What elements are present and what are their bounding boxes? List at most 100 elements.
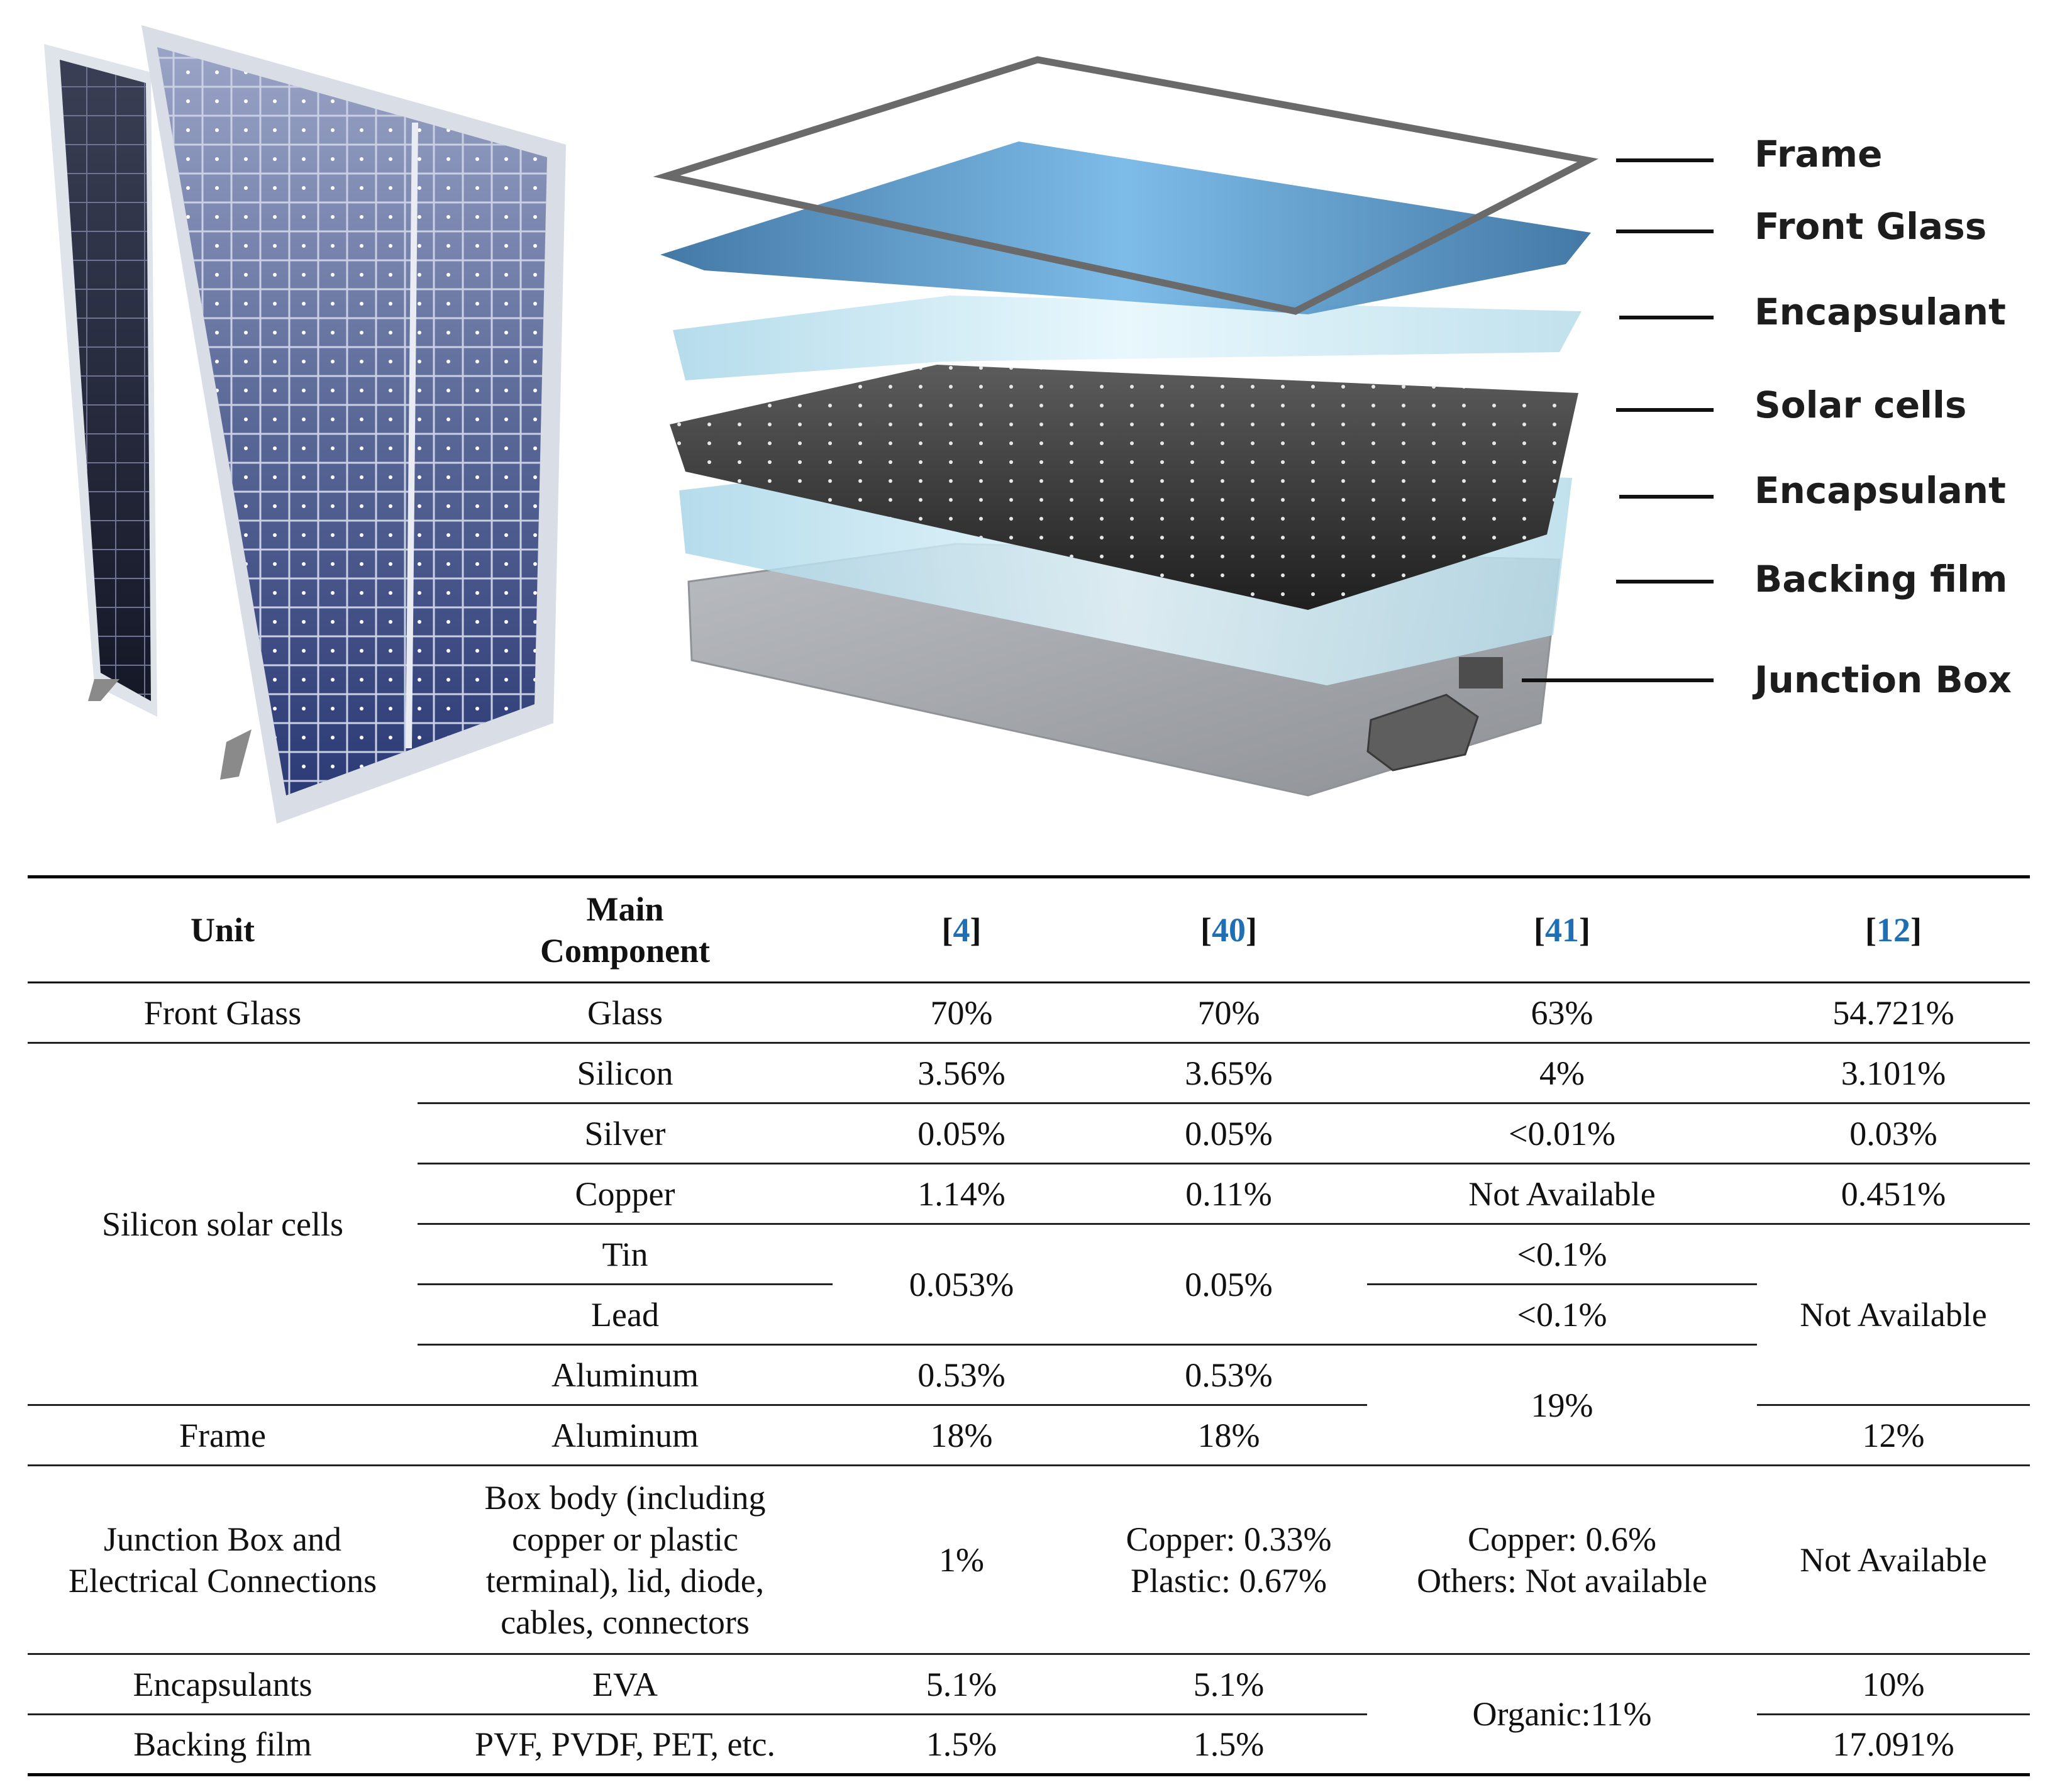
header-main-component-line2: Component bbox=[540, 932, 711, 970]
table-row-front-glass: Front Glass Glass 70% 70% 63% 54.721% bbox=[28, 982, 2030, 1044]
cell-silicon-ref4: 3.56% bbox=[833, 1043, 1090, 1104]
header-main-component: Main Component bbox=[418, 875, 833, 983]
ref-link-12[interactable]: 12 bbox=[1876, 911, 1910, 949]
cell-component-box-body: Box body (including copper or plastic te… bbox=[418, 1465, 833, 1655]
cell-silver-ref12: 0.03% bbox=[1757, 1103, 2030, 1164]
cell-encapsulants-ref4: 5.1% bbox=[833, 1654, 1090, 1715]
encapsulant-upper bbox=[673, 296, 1582, 380]
table-row-frame: Frame Aluminum 18% 18% 12% bbox=[28, 1405, 2030, 1466]
table-row-backing-film: Backing film PVF, PVDF, PET, etc. 1.5% 1… bbox=[28, 1714, 2030, 1776]
cell-copper-ref12: 0.451% bbox=[1757, 1163, 2030, 1225]
header-unit: Unit bbox=[28, 875, 418, 983]
junction-ref41-line2: Others: Not available bbox=[1417, 1561, 1707, 1600]
cell-unit-junction-box: Junction Box and Electrical Connections bbox=[28, 1465, 418, 1655]
cell-unit-silicon-solar-cells: Silicon solar cells bbox=[28, 1043, 418, 1406]
front-glass-sheet bbox=[660, 141, 1591, 314]
cell-backing-ref40: 1.5% bbox=[1090, 1714, 1367, 1776]
cell-glass-ref12: 54.721% bbox=[1757, 982, 2030, 1044]
cell-aluminum-ref40: 0.53% bbox=[1090, 1344, 1367, 1406]
cell-unit-front-glass: Front Glass bbox=[28, 982, 418, 1044]
cell-enc-back-ref41: Organic:11% bbox=[1367, 1654, 1757, 1776]
header-ref-41: [41] bbox=[1367, 875, 1757, 983]
cell-component-aluminum-cells: Aluminum bbox=[418, 1344, 833, 1406]
table-row-silicon: Silicon solar cells Silicon 3.56% 3.65% … bbox=[28, 1043, 2030, 1406]
cell-tin-lead-al-ref12: Not Available bbox=[1757, 1224, 2030, 1406]
cell-junction-ref40: Copper: 0.33% Plastic: 0.67% bbox=[1090, 1465, 1367, 1655]
panel-illustration bbox=[25, 25, 1714, 836]
ref-link-41[interactable]: 41 bbox=[1545, 911, 1579, 949]
cell-encapsulants-ref12: 10% bbox=[1757, 1654, 2030, 1715]
cell-tin-lead-ref40: 0.05% bbox=[1090, 1224, 1367, 1346]
leader-lines bbox=[1522, 158, 1714, 682]
table-row-aluminum-cells: Aluminum 0.53% 0.53% 19% bbox=[28, 1344, 2030, 1466]
cell-glass-ref4: 70% bbox=[833, 982, 1090, 1044]
header-ref-4: [4] bbox=[833, 875, 1090, 983]
cell-component-eva: EVA bbox=[418, 1654, 833, 1715]
table-row-junction-box: Junction Box and Electrical Connections … bbox=[28, 1465, 2030, 1655]
cell-copper-ref4: 1.14% bbox=[833, 1163, 1090, 1225]
ref-link-40[interactable]: 40 bbox=[1212, 911, 1246, 949]
cell-unit-backing-film: Backing film bbox=[28, 1714, 418, 1776]
cell-silicon-ref40: 3.65% bbox=[1090, 1043, 1367, 1104]
cell-junction-ref41: Copper: 0.6% Others: Not available bbox=[1367, 1465, 1757, 1655]
cell-aluminum-ref4: 0.53% bbox=[833, 1344, 1090, 1406]
cell-copper-ref41: Not Available bbox=[1367, 1163, 1757, 1225]
cell-tin-ref41: <0.1% bbox=[1367, 1224, 1757, 1285]
cell-unit-frame: Frame bbox=[28, 1405, 418, 1466]
cell-silver-ref4: 0.05% bbox=[833, 1103, 1090, 1164]
cell-encapsulants-ref40: 5.1% bbox=[1090, 1654, 1367, 1715]
cell-backing-ref4: 1.5% bbox=[833, 1714, 1090, 1776]
label-encapsulant-upper: Encapsulant bbox=[1754, 290, 2006, 333]
box-body-line1: Box body (including bbox=[484, 1478, 766, 1517]
box-body-line3: terminal), lid, diode, bbox=[485, 1561, 765, 1600]
label-solar-cells: Solar cells bbox=[1754, 384, 1967, 426]
cell-silicon-ref41: 4% bbox=[1367, 1043, 1757, 1104]
exploded-layers bbox=[653, 56, 1598, 797]
label-backing-film: Backing film bbox=[1754, 558, 2008, 600]
table-row-tin: Tin 0.053% 0.05% <0.1% Not Available bbox=[28, 1224, 2030, 1406]
label-encapsulant-lower: Encapsulant bbox=[1754, 469, 2006, 512]
cell-junction-ref12: Not Available bbox=[1757, 1465, 2030, 1655]
cell-tin-lead-ref4: 0.053% bbox=[833, 1224, 1090, 1346]
header-ref-12: [12] bbox=[1757, 875, 2030, 983]
cell-junction-ref4: 1% bbox=[833, 1465, 1090, 1655]
cell-frame-ref12: 12% bbox=[1757, 1405, 2030, 1466]
junction-ref40-line2: Plastic: 0.67% bbox=[1131, 1561, 1327, 1600]
ref-link-4[interactable]: 4 bbox=[953, 911, 970, 949]
cell-component-copper: Copper bbox=[418, 1163, 833, 1225]
solar-panel-photo bbox=[25, 25, 660, 836]
cell-component-frame-aluminum: Aluminum bbox=[418, 1405, 833, 1466]
header-ref-40: [40] bbox=[1090, 875, 1367, 983]
cell-silicon-ref12: 3.101% bbox=[1757, 1043, 2030, 1104]
solar-panel-figure: Frame Front Glass Encapsulant Solar cell… bbox=[0, 0, 2050, 855]
cell-unit-encapsulants: Encapsulants bbox=[28, 1654, 418, 1715]
cell-glass-ref40: 70% bbox=[1090, 982, 1367, 1044]
cell-component-glass: Glass bbox=[418, 982, 833, 1044]
composition-table: Unit Main Component [4] [40] [41] [12] F… bbox=[28, 875, 2030, 1776]
cell-backing-ref12: 17.091% bbox=[1757, 1714, 2030, 1776]
cell-lead-ref41: <0.1% bbox=[1367, 1284, 1757, 1346]
table-row-copper: Copper 1.14% 0.11% Not Available 0.451% bbox=[28, 1163, 2030, 1225]
junction-unit-line1: Junction Box and bbox=[104, 1520, 341, 1558]
cell-component-pvf: PVF, PVDF, PET, etc. bbox=[418, 1714, 833, 1776]
label-front-glass: Front Glass bbox=[1754, 205, 1987, 248]
box-body-line4: cables, connectors bbox=[501, 1603, 750, 1641]
table-row-encapsulants: Encapsulants EVA 5.1% 5.1% Organic:11% 1… bbox=[28, 1654, 2030, 1776]
cell-component-silicon: Silicon bbox=[418, 1043, 833, 1104]
cell-component-tin: Tin bbox=[418, 1224, 833, 1285]
cell-glass-ref41: 63% bbox=[1367, 982, 1757, 1044]
junction-box bbox=[1366, 694, 1479, 772]
junction-ref40-line1: Copper: 0.33% bbox=[1126, 1520, 1332, 1558]
label-frame: Frame bbox=[1754, 133, 1883, 175]
cell-silver-ref41: <0.01% bbox=[1367, 1103, 1757, 1164]
label-junction-box: Junction Box bbox=[1754, 658, 2012, 701]
cell-al-frame-ref41: 19% bbox=[1367, 1344, 1757, 1466]
cell-frame-ref40: 18% bbox=[1090, 1405, 1367, 1466]
header-row: Unit Main Component [4] [40] [41] [12] bbox=[28, 875, 2030, 983]
cell-frame-ref4: 18% bbox=[833, 1405, 1090, 1466]
composition-table-wrap: Unit Main Component [4] [40] [41] [12] F… bbox=[28, 875, 2030, 1776]
junction-ref41-line1: Copper: 0.6% bbox=[1468, 1520, 1656, 1558]
table-row-lead: Lead <0.1% bbox=[28, 1284, 2030, 1346]
junction-unit-line2: Electrical Connections bbox=[68, 1561, 377, 1600]
table-row-silver: Silver 0.05% 0.05% <0.01% 0.03% bbox=[28, 1103, 2030, 1164]
